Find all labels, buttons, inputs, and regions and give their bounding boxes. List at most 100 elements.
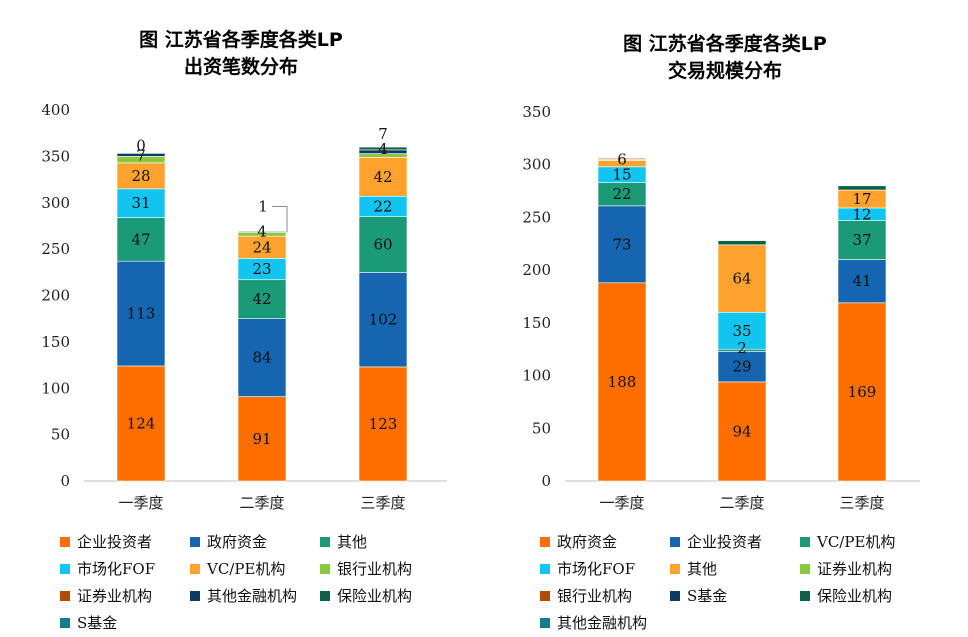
y-tick-label: 150 — [41, 333, 70, 351]
y-tick-label: 350 — [41, 147, 70, 165]
data-label: 42 — [373, 168, 392, 186]
bar-stacks — [597, 158, 887, 482]
chart-lp-scale: 图 江苏省各季度各类LP 交易规模分布 0 50 100 150 200 250 300 35… — [522, 32, 920, 632]
legend-swatch — [540, 591, 550, 601]
data-label: 12 — [852, 205, 871, 223]
legend-label: 市场化FOF — [557, 560, 635, 578]
legend-label: S基金 — [687, 587, 727, 605]
legend-label: 银行业机构 — [337, 560, 412, 578]
x-category-label: 三季度 — [360, 494, 405, 512]
legend-item: 保险业机构 — [800, 587, 892, 605]
x-axis-categories: 一季度 二季度 三季度 — [599, 494, 884, 512]
y-tick-label: 200 — [41, 287, 70, 305]
legend-label: 银行业机构 — [557, 587, 632, 605]
legend-item: 企业投资者 — [670, 533, 762, 551]
legend-swatch — [540, 564, 550, 574]
legend-item: S基金 — [670, 587, 727, 605]
bar-segment — [237, 279, 287, 319]
x-category-label: 一季度 — [599, 494, 644, 512]
data-label: 188 — [608, 373, 637, 391]
legend-swatch — [800, 564, 810, 574]
data-label: 23 — [252, 260, 271, 278]
data-label: 17 — [852, 190, 871, 208]
legend-label: 其他金融机构 — [557, 614, 647, 632]
data-label: 0 — [136, 137, 146, 155]
y-tick-label: 250 — [522, 208, 551, 226]
data-label: 42 — [252, 290, 271, 308]
y-tick-label: 100 — [41, 379, 70, 397]
data-label: 2 — [737, 339, 747, 357]
bar-segment — [358, 157, 408, 197]
bar-segment — [237, 318, 287, 397]
legend-label: 政府资金 — [207, 533, 267, 551]
bar-segment — [358, 146, 408, 151]
legend-label: 政府资金 — [557, 533, 617, 551]
data-label: 31 — [131, 194, 150, 212]
y-tick-label: 150 — [522, 314, 551, 332]
data-label: 4 — [257, 222, 267, 240]
y-axis: 0 50 100 150 200 250 300 350 400 — [41, 101, 70, 490]
legend-swatch — [540, 537, 550, 547]
bar-segment — [237, 231, 287, 233]
bar-segment — [116, 260, 166, 367]
bar-segment — [717, 351, 767, 383]
legend-item: 银行业机构 — [320, 560, 412, 578]
data-label: 29 — [732, 358, 751, 376]
bar-stacks — [116, 146, 408, 482]
data-label: 41 — [852, 272, 871, 290]
bar-segment — [116, 152, 166, 154]
legend-item: 保险业机构 — [320, 587, 412, 605]
legend-swatch — [670, 537, 680, 547]
legend-swatch — [190, 564, 200, 574]
legend-label: VC/PE机构 — [206, 560, 285, 578]
data-label: 113 — [127, 305, 156, 323]
label-leader-line — [272, 206, 288, 233]
data-label: 64 — [732, 270, 751, 288]
data-label: 22 — [612, 185, 631, 203]
legend-label: 企业投资者 — [687, 533, 762, 551]
legend-swatch — [190, 591, 200, 601]
data-label: 37 — [852, 231, 871, 249]
x-category-label: 二季度 — [719, 494, 764, 512]
data-label: 73 — [612, 235, 631, 253]
chart-title-line-2: 出资笔数分布 — [184, 55, 298, 78]
data-label: 15 — [612, 166, 631, 184]
legend-label: 其他 — [687, 560, 717, 578]
bar-segment — [116, 365, 166, 482]
data-label: 35 — [732, 322, 751, 340]
chart-title-line-1: 图 江苏省各季度各类LP — [139, 28, 343, 51]
data-label: 94 — [732, 422, 751, 440]
legend-swatch — [320, 591, 330, 601]
x-axis-categories: 一季度 二季度 三季度 — [118, 494, 405, 512]
legend-item: 其他 — [320, 533, 367, 551]
legend-item: 其他 — [670, 560, 717, 578]
bar-segment — [116, 162, 166, 190]
legend-swatch — [540, 618, 550, 628]
data-label: 169 — [848, 383, 877, 401]
legend-swatch — [60, 537, 70, 547]
bar-segment — [358, 272, 408, 368]
legend-label: S基金 — [77, 614, 117, 632]
legend-item: S基金 — [60, 614, 117, 632]
legend-swatch — [800, 537, 810, 547]
legend-label: 证券业机构 — [77, 587, 152, 605]
x-category-label: 一季度 — [118, 494, 163, 512]
data-label: 24 — [252, 238, 271, 256]
y-tick-label: 50 — [532, 419, 551, 437]
bar-segment — [597, 282, 647, 482]
y-axis: 0 50 100 150 200 250 300 350 — [522, 103, 551, 490]
y-tick-label: 400 — [41, 101, 70, 119]
x-category-label: 二季度 — [239, 494, 284, 512]
bar-segment — [837, 259, 887, 304]
y-tick-label: 50 — [51, 426, 70, 444]
legend-label: 其他金融机构 — [207, 587, 297, 605]
bar-segment — [837, 220, 887, 260]
data-label: 6 — [617, 150, 627, 168]
y-tick-label: 0 — [60, 472, 70, 490]
legend-swatch — [60, 564, 70, 574]
bar-segment — [717, 244, 767, 313]
